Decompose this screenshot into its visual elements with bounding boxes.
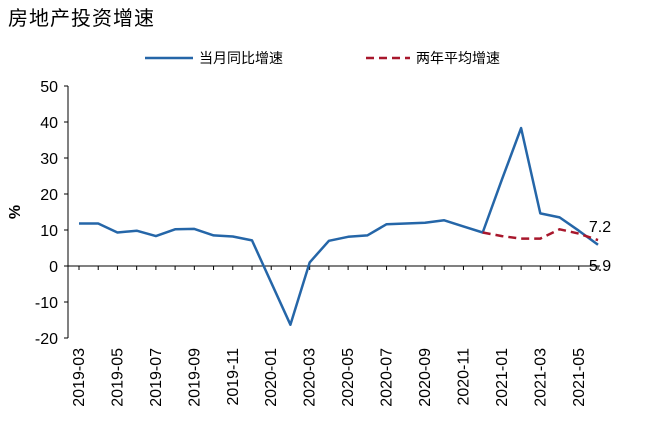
legend: 当月同比增速 两年平均增速 — [145, 51, 500, 67]
x-tick-label: 2019-05 — [109, 348, 126, 407]
legend-label-2: 两年平均增速 — [416, 51, 500, 67]
x-tick-label: 2020-11 — [455, 348, 472, 406]
x-tick-label: 2021-03 — [532, 348, 549, 407]
y-axis-label: % — [7, 205, 24, 219]
series-line-1 — [79, 126, 599, 326]
data-label: 7.2 — [589, 219, 611, 236]
y-tick-label: 50 — [40, 79, 58, 96]
y-tick-label: -10 — [35, 295, 58, 312]
x-tick-label: 2021-05 — [571, 348, 588, 407]
x-tick-label: 2019-09 — [186, 348, 203, 407]
y-tick-label: 0 — [49, 259, 58, 276]
y-tick-label: 40 — [40, 115, 58, 132]
x-tick-label: 2019-11 — [225, 348, 242, 406]
y-tick-label: 30 — [40, 151, 58, 168]
legend-label-1: 当月同比增速 — [199, 51, 283, 67]
y-tick-label: -20 — [35, 331, 58, 348]
x-tick-label: 2020-09 — [417, 348, 434, 407]
x-tick-label: 2020-03 — [302, 348, 319, 407]
x-tick-label: 2020-05 — [340, 348, 357, 407]
axes: -20 -10 0 10 20 30 40 50% 2019-03 2019-05 2019-07 2… — [7, 79, 600, 407]
chart-title: 房地产投资增速 — [8, 6, 155, 30]
y-tick-label: 10 — [40, 223, 58, 240]
x-tick-label: 2020-01 — [263, 348, 280, 407]
labels-layer: 5.9 7.2 — [589, 219, 611, 275]
y-tick-label: 20 — [40, 187, 58, 204]
x-tick-label: 2019-03 — [71, 348, 88, 407]
data-label: 5.9 — [589, 258, 611, 275]
series-layer — [78, 126, 599, 326]
x-tick-label: 2021-01 — [494, 348, 511, 407]
x-tick-label: 2019-07 — [148, 348, 165, 407]
x-tick-label: 2020-07 — [379, 348, 396, 407]
